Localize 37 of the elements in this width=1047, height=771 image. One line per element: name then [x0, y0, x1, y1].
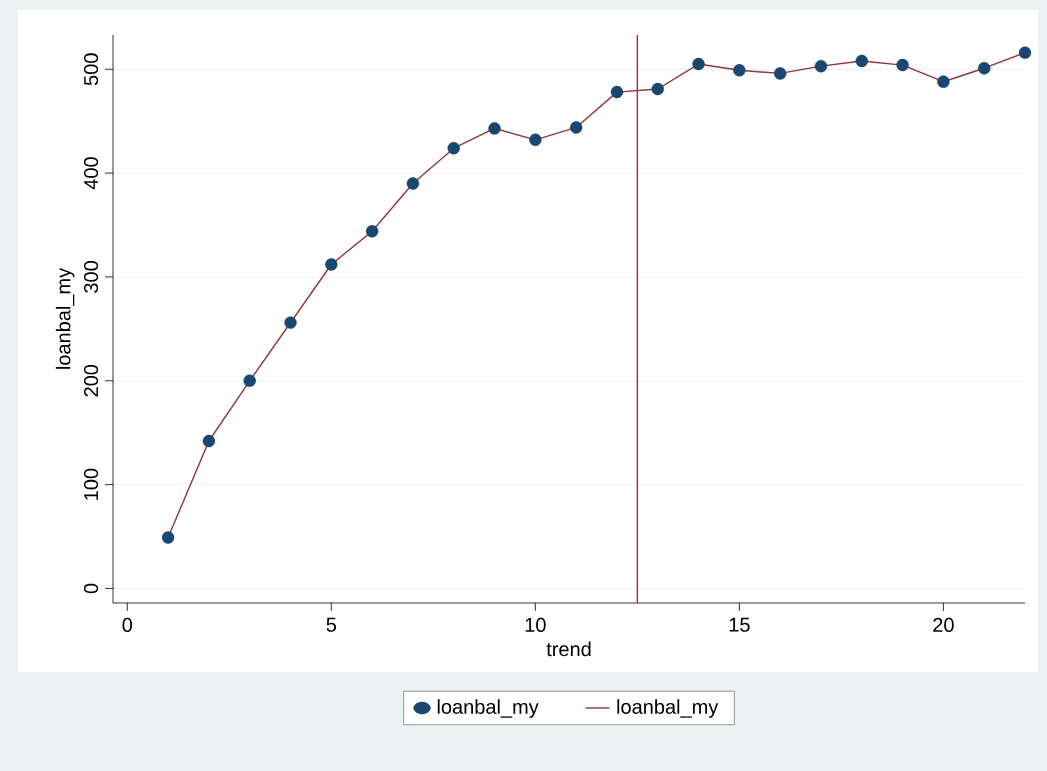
point — [529, 133, 542, 147]
point — [406, 177, 420, 190]
point — [202, 434, 216, 448]
x-tick-label: 0 — [122, 617, 133, 633]
y-axis-title: loanbal_my — [55, 267, 75, 369]
point — [325, 258, 338, 271]
x-tick-label: 15 — [729, 617, 750, 632]
point — [610, 85, 624, 99]
y-tick-label: 200 — [83, 364, 99, 397]
y-tick-label: 300 — [83, 261, 99, 293]
point — [978, 62, 991, 75]
legend-label: loanbal_my — [437, 699, 539, 718]
x-tick-label: 5 — [326, 617, 337, 632]
point — [284, 316, 297, 329]
point — [896, 58, 909, 72]
point — [1018, 46, 1032, 59]
point — [814, 59, 828, 73]
point — [365, 225, 379, 238]
point — [447, 141, 460, 155]
point — [161, 531, 175, 544]
y-tick-label: 100 — [83, 468, 99, 500]
x-tick-label: 10 — [525, 617, 546, 633]
point — [243, 374, 256, 387]
y-tick-label: 0 — [83, 583, 99, 594]
legend-label: loanbal_my — [617, 699, 719, 718]
x-axis-title: trend — [546, 641, 591, 657]
point — [773, 67, 787, 80]
point — [488, 122, 501, 135]
y-tick-label: 400 — [83, 157, 99, 190]
point — [855, 54, 868, 68]
point — [651, 82, 664, 96]
point — [733, 64, 746, 77]
point — [937, 75, 950, 88]
x-tick-label: 20 — [933, 617, 954, 633]
point — [569, 121, 583, 134]
y-tick-label: 500 — [83, 53, 99, 86]
point — [692, 57, 705, 71]
